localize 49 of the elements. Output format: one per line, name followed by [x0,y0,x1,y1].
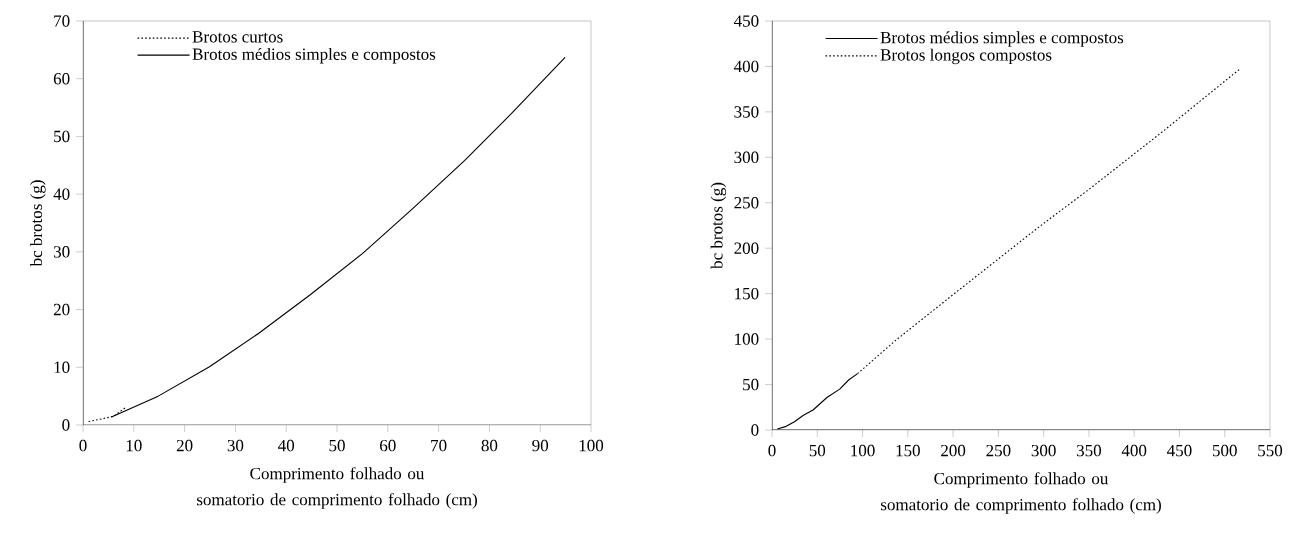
x-tick-label: 80 [481,439,498,452]
y-tick-label: 150 [735,287,759,300]
x-tick-label: 70 [431,439,447,452]
x-tick-label: 60 [380,439,396,452]
x-tick-label: 0 [79,439,87,452]
y-tick-label: 350 [734,106,759,118]
y-tick-label: 30 [53,246,70,258]
x-tick-label: 300 [1031,444,1056,457]
x-tick-label: 350 [1076,444,1102,457]
legend-label: Brotos médios simples e compostos [880,31,1124,47]
y-tick-label: 50 [743,378,759,391]
y-tick-label: 300 [734,151,759,164]
y-tick-label: 0 [751,424,759,436]
x-axis-title: Comprimento folhado ou somatorio de comprimento folhado (cm) [197,467,477,509]
y-tick-label: 50 [54,130,70,143]
y-tick-label: 40 [53,188,70,200]
y-tick-label: 0 [62,419,70,431]
x-tick-label: 550 [1258,444,1283,457]
y-tick-label: 450 [733,15,759,27]
y-tick-label: 10 [54,361,70,374]
y-tick-label: 250 [734,197,759,209]
x-tick-label: 500 [1212,444,1237,457]
x-tick-label: 50 [329,439,345,452]
x-tick-label: 90 [532,439,549,452]
y-axis-title: bc brotos (g) [30,180,46,267]
x-tick-label: 450 [1167,444,1192,457]
x-tick-label: 30 [227,439,244,452]
y-tick-label: 60 [53,72,70,85]
x-tick-label: 50 [809,444,826,457]
y-tick-label: 200 [734,242,759,254]
y-tick-label: 100 [735,333,759,345]
y-axis-title: bc brotos (g) [710,182,727,269]
x-tick-label: 400 [1121,444,1147,457]
x-tick-label: 20 [176,439,193,452]
y-tick-label: 400 [733,60,759,73]
x-tick-label: 10 [126,439,142,452]
legend-label: Brotos médios simples e compostos [192,47,436,64]
x-tick-label: 100 [579,439,604,452]
y-tick-label: 20 [53,303,70,316]
x-tick-label: 200 [941,444,966,457]
legend-label: Brotos curtos [192,31,283,43]
legend-label: Brotos longos compostos [880,48,1052,65]
x-tick-label: 100 [851,444,875,457]
x-axis-title: Comprimento folhado ou somatorio de comprimento folhado (cm) [881,472,1161,514]
x-tick-label: 250 [986,444,1011,457]
y-tick-label: 70 [54,15,70,27]
x-tick-label: 150 [896,444,920,457]
x-tick-label: 0 [768,444,776,457]
x-tick-label: 40 [278,439,295,452]
